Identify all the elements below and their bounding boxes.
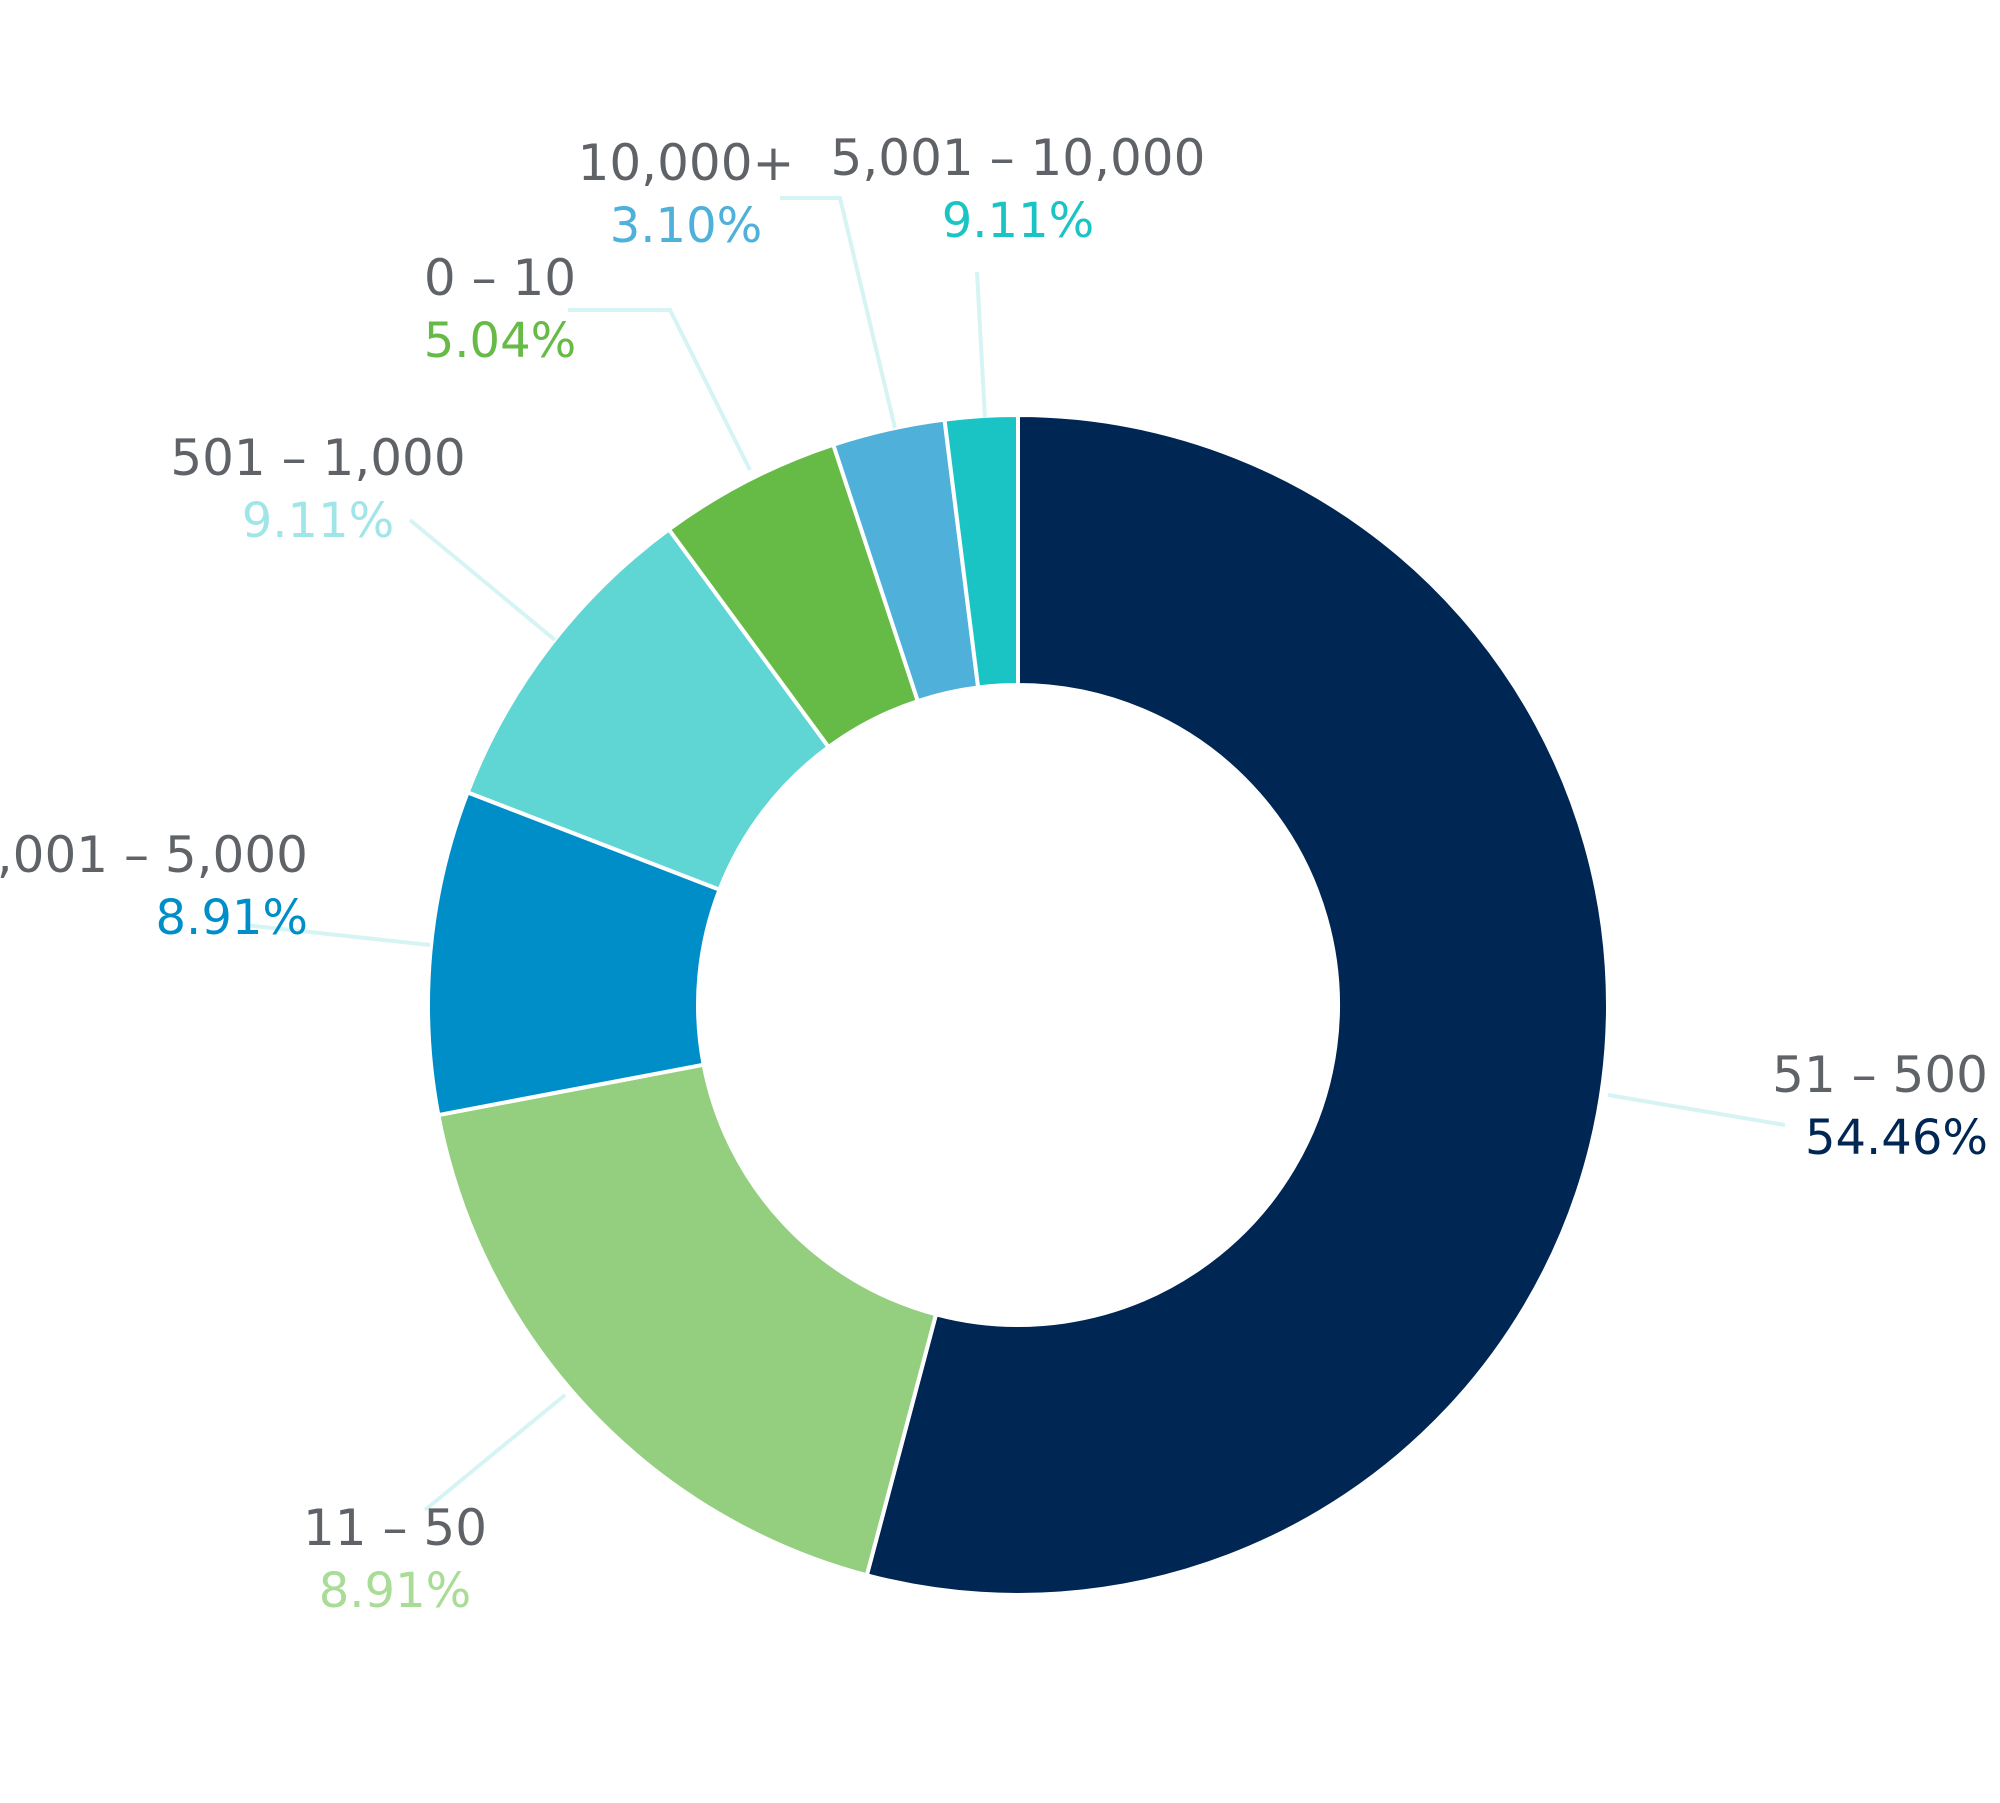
donut-slices xyxy=(426,413,1610,1597)
leader-line-2 xyxy=(244,923,431,947)
value-label-6: 9.11% xyxy=(942,193,1094,249)
value-label-1: 8.91% xyxy=(319,1563,471,1619)
value-label-2: 8.91% xyxy=(156,890,308,946)
category-label-6: 5,001 – 10,000 xyxy=(831,129,1206,187)
category-label-4: 0 – 10 xyxy=(424,249,576,307)
value-label-0: 54.46% xyxy=(1805,1110,1988,1166)
category-label-2: 1,001 – 5,000 xyxy=(0,826,308,884)
category-label-5: 10,000+ xyxy=(578,134,795,192)
leader-line-1 xyxy=(423,1393,567,1512)
slice-2 xyxy=(426,790,722,1118)
value-label-3: 9.11% xyxy=(242,493,394,549)
leader-line-5 xyxy=(780,196,897,429)
category-label-0: 51 – 500 xyxy=(1772,1046,1988,1104)
category-label-3: 501 – 1,000 xyxy=(170,429,465,487)
leader-line-4 xyxy=(568,308,752,471)
value-label-5: 3.10% xyxy=(610,198,762,254)
slice-0 xyxy=(864,413,1610,1597)
slice-labels: 51 – 500 54.46% 11 – 50 8.91% 1,001 – 5,000 8… xyxy=(0,129,1988,1619)
category-label-1: 11 – 50 xyxy=(303,1499,487,1557)
leader-line-0 xyxy=(1607,1093,1786,1127)
leader-line-3 xyxy=(408,518,557,642)
leader-lines xyxy=(244,196,1786,1512)
leader-line-6 xyxy=(975,271,987,419)
slice-1 xyxy=(436,1062,938,1578)
value-label-4: 5.04% xyxy=(424,313,576,369)
slice-6 xyxy=(942,413,1020,690)
